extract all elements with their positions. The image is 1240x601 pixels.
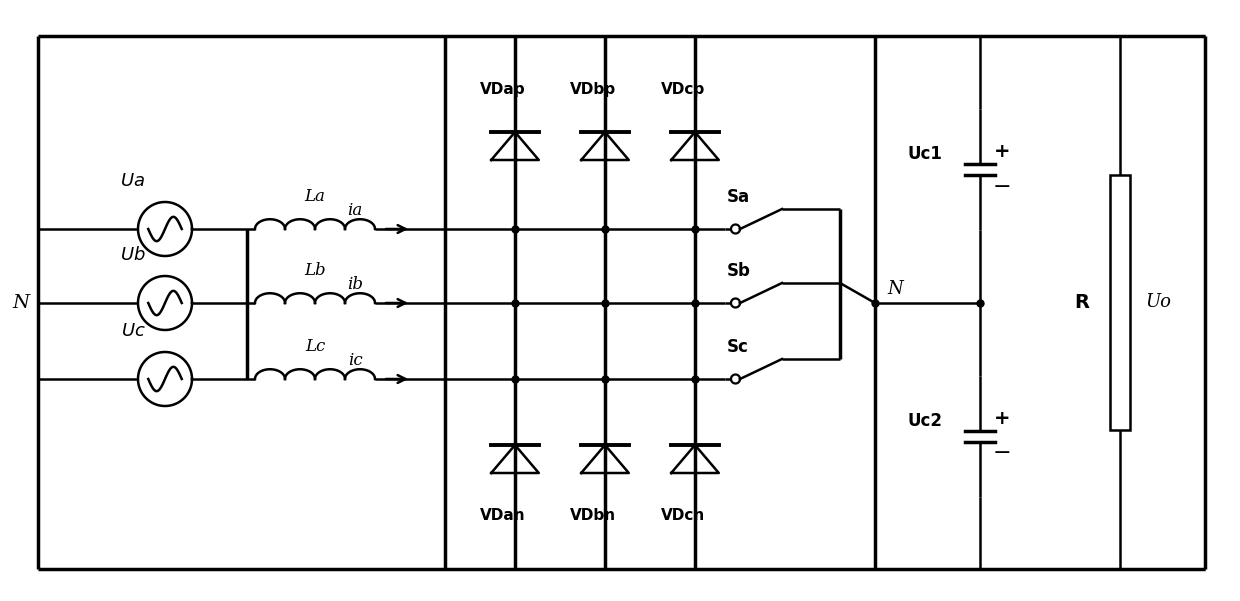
Text: Uc1: Uc1 <box>908 145 942 163</box>
Text: VDan: VDan <box>480 507 526 522</box>
Text: La: La <box>305 189 325 206</box>
Text: VDcn: VDcn <box>661 507 706 522</box>
Text: N: N <box>887 280 903 298</box>
Text: −: − <box>993 177 1012 197</box>
Bar <box>1110 174 1130 430</box>
Text: Uo: Uo <box>1145 293 1171 311</box>
Text: $\mathbf{\mathit{Uc}}$: $\mathbf{\mathit{Uc}}$ <box>120 322 145 340</box>
Text: N: N <box>12 294 30 312</box>
Text: ic: ic <box>347 353 362 370</box>
Text: Uc2: Uc2 <box>908 412 942 430</box>
Text: R: R <box>1075 293 1090 312</box>
Text: VDbn: VDbn <box>570 507 616 522</box>
Text: $\mathbf{\mathit{Ub}}$: $\mathbf{\mathit{Ub}}$ <box>120 246 146 264</box>
Text: ib: ib <box>347 276 363 293</box>
Text: ia: ia <box>347 203 362 219</box>
Text: Sb: Sb <box>727 262 751 280</box>
Text: VDbp: VDbp <box>570 82 616 97</box>
Text: +: + <box>993 409 1011 428</box>
Text: VDcp: VDcp <box>661 82 706 97</box>
Text: +: + <box>993 142 1011 162</box>
Text: −: − <box>993 444 1012 463</box>
Text: Lb: Lb <box>304 263 326 279</box>
Text: Sa: Sa <box>727 188 750 206</box>
Text: Lc: Lc <box>305 338 325 356</box>
Text: $\mathbf{\mathit{Ua}}$: $\mathbf{\mathit{Ua}}$ <box>120 172 145 190</box>
Text: Sc: Sc <box>727 338 749 356</box>
Text: VDap: VDap <box>480 82 526 97</box>
